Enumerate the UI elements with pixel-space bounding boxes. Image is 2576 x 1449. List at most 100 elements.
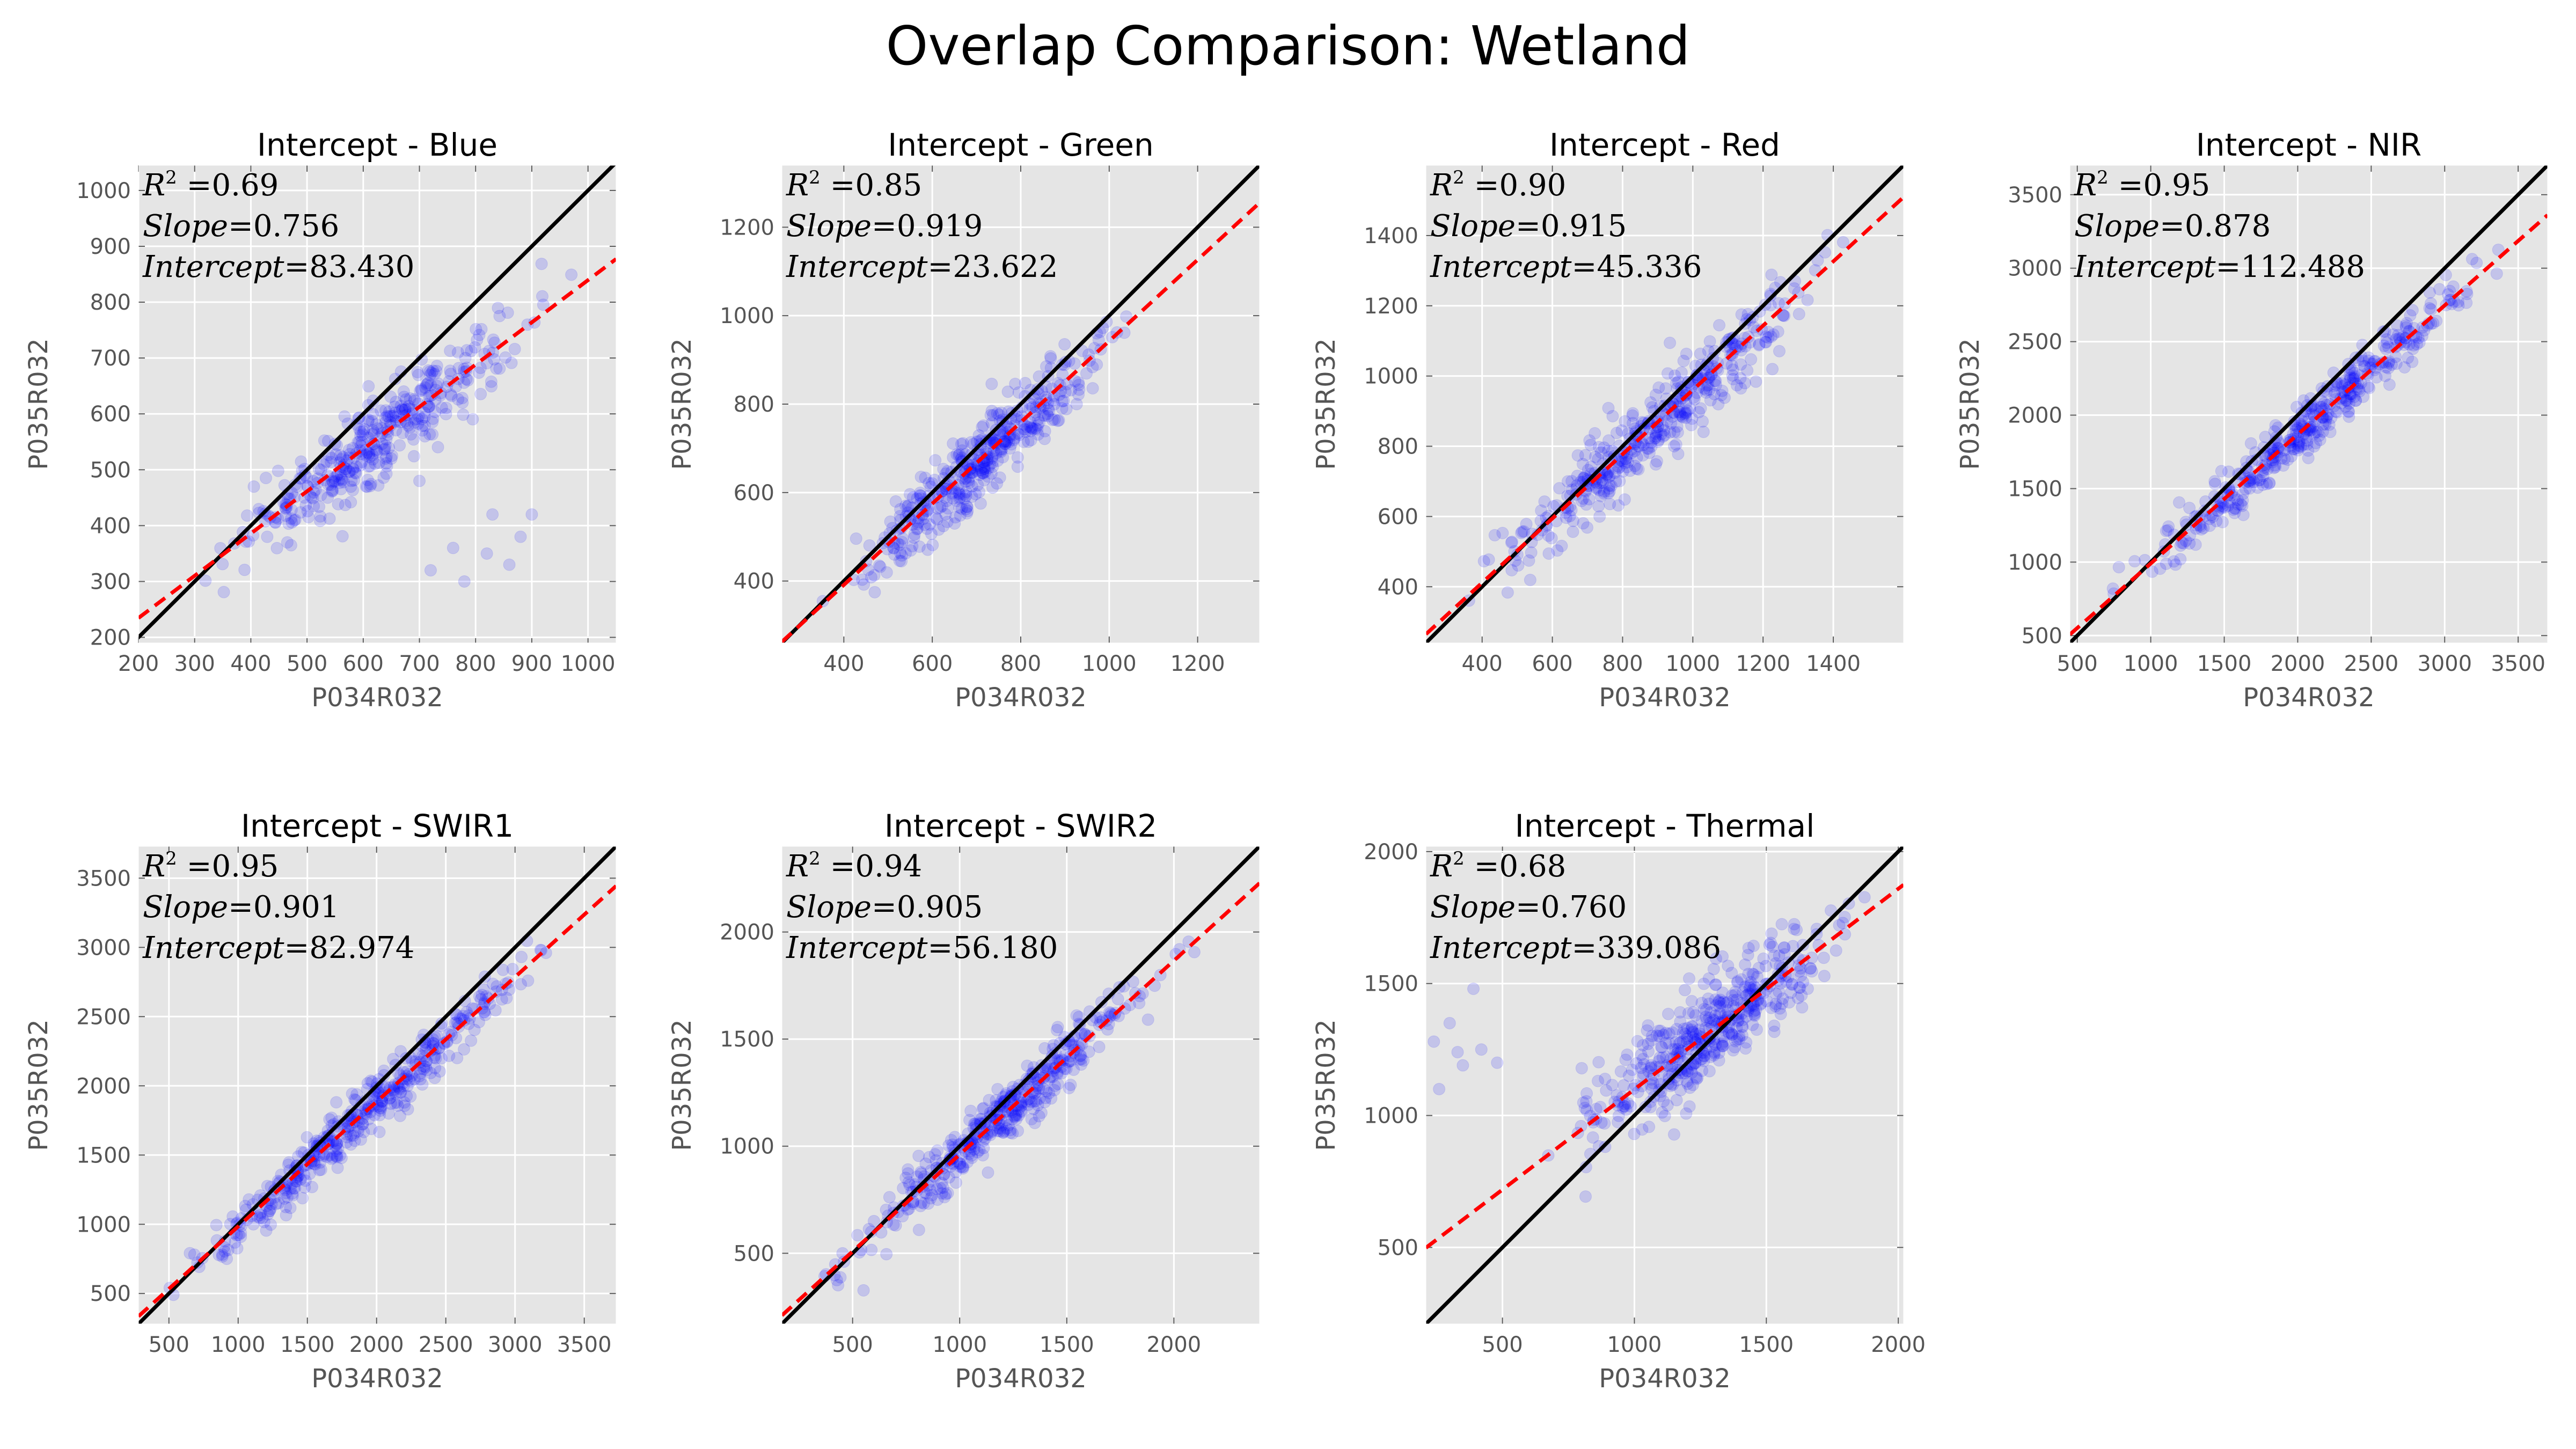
scatter-point (1019, 377, 1031, 390)
scatter-point (975, 462, 987, 474)
figure-title: Overlap Comparison: Wetland (886, 14, 1690, 77)
scatter-point (2128, 555, 2141, 568)
subplot-title: Intercept - Blue (257, 127, 497, 163)
scatter-point (443, 1049, 456, 1062)
scatter-point (858, 578, 870, 591)
scatter-point (1795, 989, 1808, 1002)
scatter-point (1069, 375, 1081, 387)
scatter-point (923, 1151, 936, 1163)
scatter-point (1679, 984, 1692, 997)
scatter-point (1025, 421, 1038, 434)
scatter-point (2293, 435, 2306, 448)
scatter-point (378, 443, 391, 456)
scatter-point (926, 477, 939, 490)
scatter-point (1760, 330, 1773, 343)
scatter-point (1715, 389, 1728, 401)
scatter-point (2314, 434, 2326, 447)
r2-value: 0.94 (855, 849, 923, 884)
scatter-point (355, 456, 368, 469)
scatter-point (1668, 440, 1681, 452)
scatter-point (327, 476, 340, 489)
scatter-point (1858, 891, 1871, 904)
scatter-point (1553, 482, 1566, 495)
scatter-point (1774, 1008, 1787, 1021)
scatter-point (343, 451, 356, 464)
scatter-point (1805, 965, 1818, 978)
y-tick-label: 400 (90, 514, 131, 538)
scatter-point (1725, 967, 1738, 979)
scatter-point (364, 459, 377, 472)
scatter-point (482, 992, 495, 1005)
scatter-point (1699, 1011, 1712, 1023)
scatter-point (1515, 526, 1528, 539)
scatter-point (1579, 1161, 1592, 1174)
scatter-point (2362, 351, 2375, 364)
scatter-point (936, 500, 949, 513)
scatter-point (325, 478, 338, 491)
scatter-point (2321, 411, 2333, 424)
scatter-point (1026, 422, 1038, 435)
scatter-point (889, 1219, 902, 1232)
scatter-point (1077, 1054, 1090, 1067)
x-tick-label: 600 (1532, 652, 1572, 676)
scatter-point (1642, 1037, 1655, 1050)
scatter-point (1696, 1064, 1709, 1077)
scatter-point (2343, 369, 2356, 382)
y-tick-label: 600 (1378, 504, 1418, 529)
scatter-point (348, 1126, 361, 1139)
scatter-point (385, 452, 398, 465)
scatter-point (2442, 288, 2455, 301)
x-axis-label: P034R032 (955, 1364, 1087, 1394)
scatter-point (1009, 377, 1022, 390)
scatter-point (1768, 1026, 1781, 1038)
scatter-point (941, 502, 954, 515)
scatter-point (923, 518, 936, 531)
scatter-point (2341, 394, 2354, 407)
scatter-point (1689, 1028, 1702, 1041)
scatter-point (2239, 482, 2252, 495)
scatter-point (499, 351, 512, 364)
scatter-point (1658, 429, 1671, 442)
scatter-point (953, 1157, 966, 1170)
scatter-point (2183, 501, 2196, 514)
scatter-point (1050, 1023, 1063, 1036)
scatter-point (1759, 335, 1772, 348)
y-tick-label: 2000 (1364, 840, 1418, 865)
scatter-point (1703, 383, 1716, 396)
scatter-point (486, 977, 499, 990)
scatter-point (1011, 404, 1024, 417)
scatter-point (1672, 406, 1685, 419)
scatter-point (947, 437, 960, 450)
scatter-point (977, 419, 990, 432)
scatter-point (210, 1219, 223, 1232)
scatter-point (1753, 338, 1766, 351)
scatter-point (896, 536, 909, 548)
scatter-point (522, 974, 535, 987)
scatter-point (894, 510, 906, 523)
scatter-point (887, 1218, 900, 1231)
scatter-point (396, 403, 408, 416)
scatter-point (379, 452, 392, 465)
scatter-point (1726, 1028, 1739, 1041)
scatter-point (2350, 394, 2362, 407)
scatter-point (1783, 996, 1796, 1009)
scatter-point (2253, 474, 2266, 487)
y-axis-label: P035R032 (1311, 1019, 1341, 1151)
scatter-point (379, 404, 392, 417)
scatter-point (301, 1131, 313, 1144)
scatter-point (1708, 1049, 1721, 1062)
scatter-point (1602, 487, 1615, 500)
scatter-point (1654, 1024, 1667, 1037)
intercept-annotation: Intercept=82.974 (142, 931, 414, 965)
scatter-point (2329, 386, 2341, 399)
scatter-point (986, 481, 999, 494)
scatter-point (302, 511, 315, 524)
scatter-point (1743, 979, 1755, 992)
scatter-point (1713, 995, 1725, 1008)
scatter-point (2425, 297, 2438, 310)
scatter-point (1744, 979, 1757, 992)
scatter-point (264, 1202, 277, 1215)
scatter-point (1693, 406, 1706, 419)
scatter-point (1685, 419, 1698, 431)
scatter-point (444, 388, 457, 401)
